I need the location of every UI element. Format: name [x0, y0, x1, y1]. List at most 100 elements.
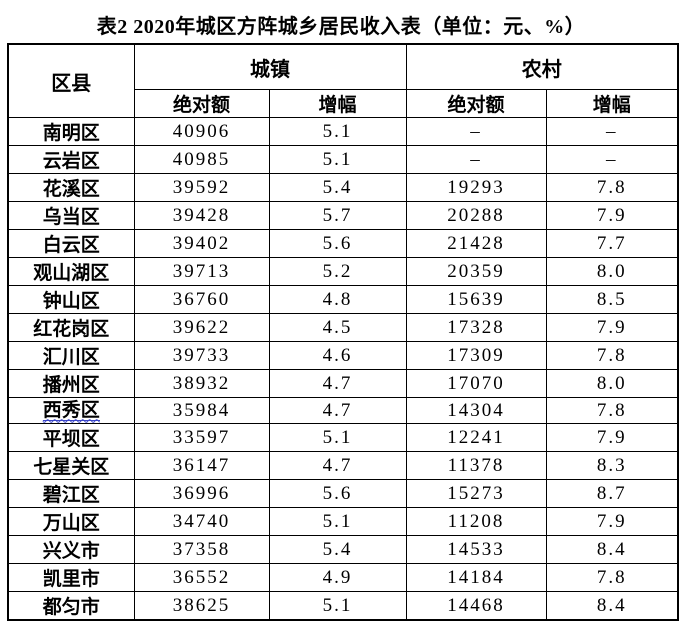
income-table: 区县 城镇 农村 绝对额 增幅 绝对额 增幅 南明区 40906 5.1– – 云岩区 4… — [7, 43, 679, 621]
rural-growth-cell: 8.7 — [545, 479, 679, 508]
document-page: 表2 2020年城区方阵城乡居民收入表（单位：元、%） 区县 城镇 农村 绝对额… — [7, 16, 679, 621]
rural-absolute-cell: – — [405, 117, 547, 146]
header-rural-group: 农村 — [405, 43, 679, 90]
table-row: 乌当区 39428 5.7 20288 7.9 — [7, 201, 679, 230]
header-urban-absolute: 绝对额 — [133, 89, 270, 118]
rural-growth-cell: 7.8 — [545, 563, 679, 592]
urban-growth-cell: 5.6 — [268, 479, 407, 508]
table-row: 钟山区 36760 4.8 15639 8.5 — [7, 285, 679, 314]
urban-absolute-cell: 36996 — [133, 479, 270, 508]
rural-absolute-cell: – — [405, 145, 547, 174]
urban-growth-cell: 4.6 — [268, 341, 407, 370]
urban-growth-cell: 4.7 — [268, 369, 407, 398]
district-cell: 花溪区 — [7, 173, 135, 202]
rural-growth-cell: 7.9 — [545, 201, 679, 230]
rural-absolute-cell: 14184 — [405, 563, 547, 592]
rural-absolute-cell: 19293 — [405, 173, 547, 202]
urban-absolute-cell: 39402 — [133, 229, 270, 258]
district-cell: 凯里市 — [7, 563, 135, 592]
rural-absolute-cell: 14533 — [405, 535, 547, 564]
rural-absolute-cell: 12241 — [405, 423, 547, 452]
district-cell: 钟山区 — [7, 285, 135, 314]
rural-absolute-cell: 21428 — [405, 229, 547, 258]
table-row: 花溪区 39592 5.4 19293 7.8 — [7, 173, 679, 202]
urban-growth-cell: 4.8 — [268, 285, 407, 314]
urban-growth-cell: 5.6 — [268, 229, 407, 258]
rural-absolute-cell: 11378 — [405, 451, 547, 480]
rural-growth-cell: – — [545, 117, 679, 146]
district-cell: 乌当区 — [7, 201, 135, 230]
header-district: 区县 — [7, 43, 135, 118]
rural-growth-cell: – — [545, 145, 679, 174]
table-row: 播州区 38932 4.7 17070 8.0 — [7, 369, 679, 398]
district-cell: 西秀区 — [7, 397, 135, 424]
urban-absolute-cell: 39713 — [133, 257, 270, 286]
urban-absolute-cell: 34740 — [133, 507, 270, 536]
table-row: 万山区 34740 5.1 11208 7.9 — [7, 507, 679, 536]
table-row: 白云区 39402 5.6 21428 7.7 — [7, 229, 679, 258]
urban-growth-cell: 5.4 — [268, 535, 407, 564]
rural-absolute-cell: 17070 — [405, 369, 547, 398]
header-rural-absolute: 绝对额 — [405, 89, 547, 118]
rural-absolute-cell: 14304 — [405, 397, 547, 424]
urban-absolute-cell: 36147 — [133, 451, 270, 480]
table-row: 云岩区 40985 5.1– – — [7, 145, 679, 174]
urban-absolute-cell: 39428 — [133, 201, 270, 230]
rural-growth-cell: 7.8 — [545, 173, 679, 202]
urban-growth-cell: 5.1 — [268, 423, 407, 452]
rural-growth-cell: 7.7 — [545, 229, 679, 258]
table-row: 凯里市 36552 4.9 14184 7.8 — [7, 563, 679, 592]
urban-growth-cell: 5.2 — [268, 257, 407, 286]
urban-absolute-cell: 33597 — [133, 423, 270, 452]
district-cell: 云岩区 — [7, 145, 135, 174]
rural-growth-cell: 7.8 — [545, 397, 679, 424]
urban-absolute-cell: 37358 — [133, 535, 270, 564]
table-row: 七星关区 36147 4.7 11378 8.3 — [7, 451, 679, 480]
urban-absolute-cell: 38932 — [133, 369, 270, 398]
rural-growth-cell: 7.8 — [545, 341, 679, 370]
table-row: 西秀区 35984 4.7 14304 7.8 — [7, 397, 679, 424]
urban-absolute-cell: 35984 — [133, 397, 270, 424]
rural-growth-cell: 7.9 — [545, 423, 679, 452]
district-cell: 白云区 — [7, 229, 135, 258]
table-row: 兴义市 37358 5.4 14533 8.4 — [7, 535, 679, 564]
urban-absolute-cell: 39733 — [133, 341, 270, 370]
table-body: 南明区 40906 5.1– – 云岩区 40985 5.1– – 花溪区 39592 5.4 192… — [7, 117, 679, 621]
urban-absolute-cell: 40906 — [133, 117, 270, 146]
header-sub-row: 绝对额 增幅 绝对额 增幅 — [8, 89, 679, 118]
table-row: 平坝区 33597 5.1 12241 7.9 — [7, 423, 679, 452]
urban-absolute-cell: 40985 — [133, 145, 270, 174]
rural-growth-cell: 7.9 — [545, 313, 679, 342]
table-title: 表2 2020年城区方阵城乡居民收入表（单位：元、%） — [96, 16, 586, 38]
district-cell: 红花岗区 — [7, 313, 135, 342]
rural-absolute-cell: 20288 — [405, 201, 547, 230]
header-group-row: 区县 城镇 农村 — [7, 43, 679, 118]
table-row: 汇川区 39733 4.6 17309 7.8 — [7, 341, 679, 370]
table-header: 区县 城镇 农村 绝对额 增幅 绝对额 增幅 — [7, 43, 679, 118]
urban-absolute-cell: 36760 — [133, 285, 270, 314]
urban-growth-cell: 5.1 — [268, 145, 407, 174]
rural-absolute-cell: 15273 — [405, 479, 547, 508]
rural-absolute-cell: 20359 — [405, 257, 547, 286]
table-row: 南明区 40906 5.1– – — [7, 117, 679, 146]
urban-growth-cell: 5.1 — [268, 117, 407, 146]
urban-growth-cell: 5.7 — [268, 201, 407, 230]
rural-absolute-cell: 17309 — [405, 341, 547, 370]
table-row: 观山湖区 39713 5.2 20359 8.0 — [7, 257, 679, 286]
district-cell: 汇川区 — [7, 341, 135, 370]
urban-growth-cell: 4.5 — [268, 313, 407, 342]
district-cell: 碧江区 — [7, 479, 135, 508]
header-urban-group: 城镇 — [133, 43, 407, 90]
rural-absolute-cell: 11208 — [405, 507, 547, 536]
rural-growth-cell: 8.3 — [545, 451, 679, 480]
rural-growth-cell: 8.4 — [545, 535, 679, 564]
header-rural-growth: 增幅 — [545, 89, 679, 118]
district-cell: 南明区 — [7, 117, 135, 146]
table-row: 碧江区 36996 5.6 15273 8.7 — [7, 479, 679, 508]
table-row: 红花岗区 39622 4.5 17328 7.9 — [7, 313, 679, 342]
urban-absolute-cell: 39592 — [133, 173, 270, 202]
urban-growth-cell: 5.4 — [268, 173, 407, 202]
district-cell: 万山区 — [7, 507, 135, 536]
district-cell: 观山湖区 — [7, 257, 135, 286]
district-cell: 七星关区 — [7, 451, 135, 480]
